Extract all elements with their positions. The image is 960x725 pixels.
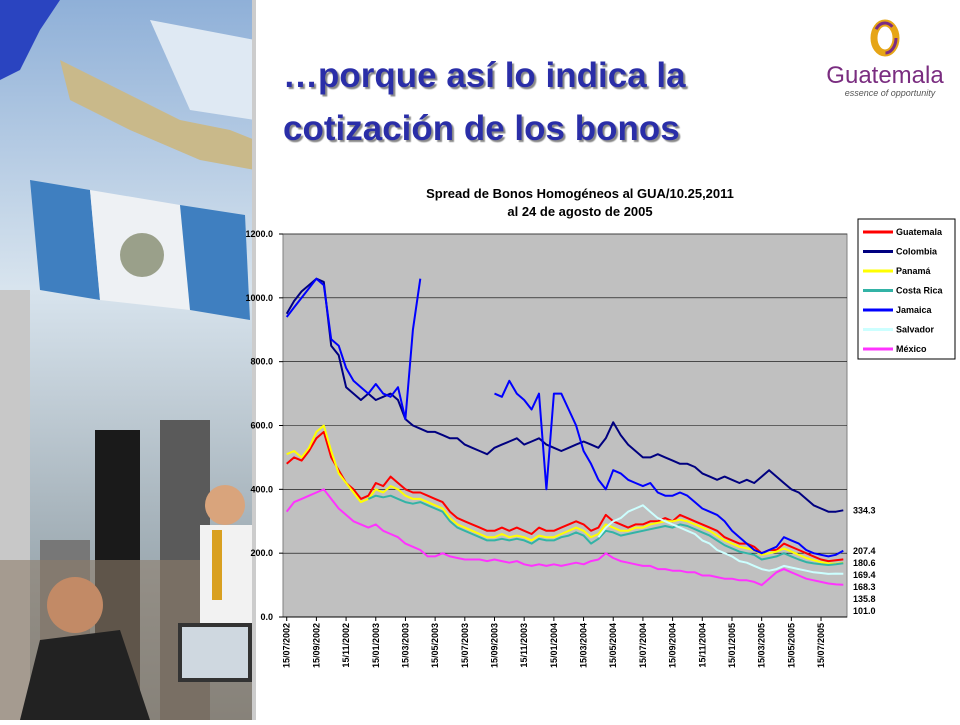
chart: 0.0 200.0 400.0 600.0 800.0 1000.0 1200.0 15/07… [245, 218, 956, 668]
series-line [285, 277, 844, 558]
photo-collage [0, 0, 256, 720]
legend-label: Salvador [896, 325, 935, 335]
x-tick-label: 15/07/2005 [816, 623, 826, 668]
value-label: 169.4 [853, 570, 876, 580]
title-line: …porque así lo indica la [283, 56, 686, 95]
value-label: 180.6 [853, 558, 876, 568]
y-tick-label: 1200.0 [245, 229, 273, 239]
legend: Guatemala Colombia Panamá Costa Rica Jamaica… [857, 218, 956, 360]
x-tick-label: 15/05/2005 [786, 623, 796, 668]
x-tick-label: 15/09/2002 [311, 623, 321, 668]
x-tick-label: 15/03/2005 [757, 623, 767, 668]
x-tick-label: 15/01/2004 [549, 623, 559, 668]
legend-label: México [896, 344, 927, 354]
series-line [597, 504, 844, 575]
legend-label: Jamaica [896, 305, 933, 315]
x-tick-label: 15/11/2004 [697, 623, 707, 668]
x-tick-label: 15/05/2004 [608, 623, 618, 668]
value-label: 135.8 [853, 594, 876, 604]
x-tick-label: 15/07/2003 [460, 623, 470, 668]
x-tick-label: 15/03/2003 [400, 623, 410, 668]
x-tick-label: 15/07/2004 [638, 623, 648, 668]
series-line [367, 494, 844, 566]
chart-title: Spread de Bonos Homogéneos al GUA/10.25,… [426, 186, 734, 201]
x-tick-label: 15/05/2003 [430, 623, 440, 668]
logo-name: Guatemala [826, 62, 944, 89]
y-tick-label: 800.0 [250, 357, 273, 367]
logo: Guatemala essence of opportunity [826, 19, 944, 98]
title: …porque así lo indica la cotización de l… [283, 56, 686, 148]
x-tick-label: 15/01/2003 [371, 623, 381, 668]
logo-tagline: essence of opportunity [845, 88, 936, 98]
x-tick-label: 15/01/2005 [727, 623, 737, 668]
series-line [286, 430, 844, 563]
x-tick-label: 15/09/2004 [668, 623, 678, 668]
legend-label: Colombia [896, 247, 938, 257]
x-tick-label: 15/03/2004 [579, 623, 589, 668]
value-label: 101.0 [853, 606, 876, 616]
x-tick-label: 15/07/2002 [282, 623, 292, 668]
legend-label: Guatemala [896, 227, 943, 237]
x-tick-label: 15/11/2002 [341, 623, 351, 668]
value-label: 168.3 [853, 582, 876, 592]
series-line [286, 424, 844, 565]
value-label: 334.3 [853, 505, 876, 515]
legend-label: Panamá [896, 266, 932, 276]
series-line [285, 488, 844, 587]
x-tick-label: 15/09/2003 [490, 623, 500, 668]
series-line [285, 277, 844, 513]
y-tick-label: 400.0 [250, 484, 273, 494]
x-tick-label: 15/11/2003 [519, 623, 529, 668]
title-line: cotización de los bonos [283, 109, 680, 148]
value-label: 207.4 [853, 546, 876, 556]
chart-subtitle: al 24 de agosto de 2005 [507, 204, 652, 219]
y-tick-label: 0.0 [260, 612, 273, 622]
y-tick-label: 1000.0 [245, 293, 273, 303]
y-tick-label: 600.0 [250, 421, 273, 431]
legend-label: Costa Rica [896, 286, 944, 296]
y-tick-label: 200.0 [250, 548, 273, 558]
